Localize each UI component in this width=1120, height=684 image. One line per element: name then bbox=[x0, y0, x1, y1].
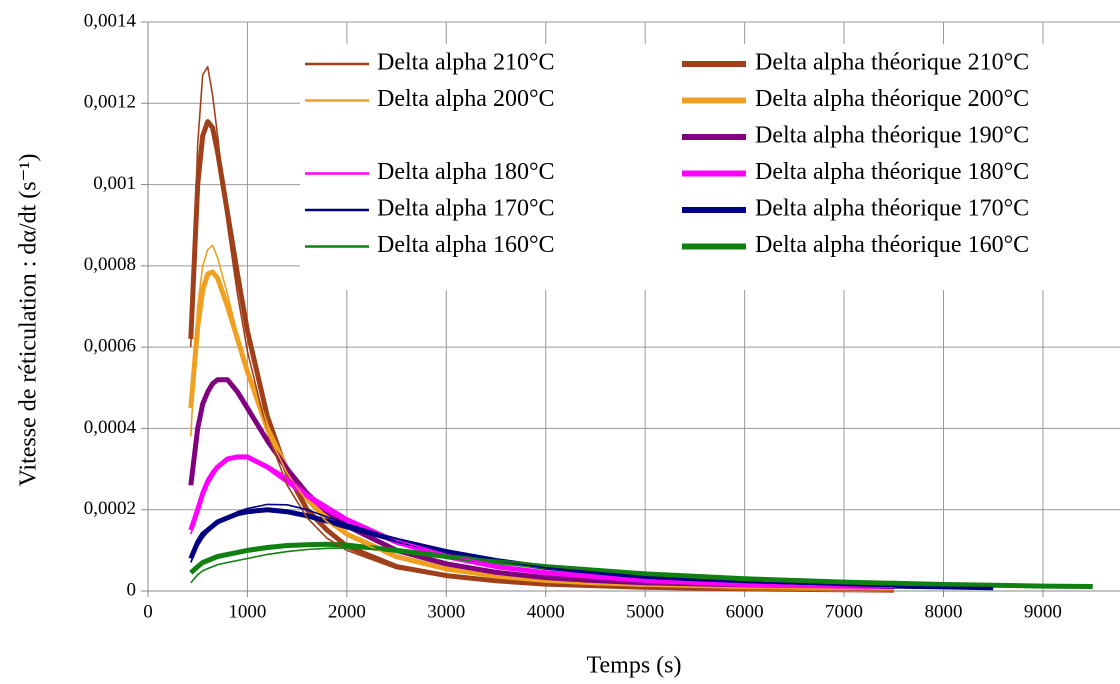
y-tick-label: 0,0014 bbox=[84, 10, 137, 31]
legend-label: Delta alpha théorique 160°C bbox=[755, 232, 1029, 258]
x-tick-label: 4000 bbox=[527, 601, 565, 622]
series-line bbox=[188, 377, 894, 592]
series-line bbox=[188, 269, 894, 592]
x-tick-label: 9000 bbox=[1024, 601, 1062, 622]
legend-label: Delta alpha 210°C bbox=[377, 50, 555, 76]
legend-label: Delta alpha 160°C bbox=[377, 232, 555, 258]
x-tick-label: 1000 bbox=[228, 601, 266, 622]
legend-label: Delta alpha théorique 200°C bbox=[755, 86, 1029, 112]
legend-label: Delta alpha 170°C bbox=[377, 196, 555, 222]
legend-label: Delta alpha théorique 180°C bbox=[755, 159, 1029, 185]
x-tick-label: 7000 bbox=[825, 601, 863, 622]
legend-label: Delta alpha théorique 170°C bbox=[755, 196, 1029, 222]
y-tick-label: 0,0008 bbox=[84, 254, 136, 275]
series-line bbox=[190, 244, 894, 591]
legend-label: Delta alpha 200°C bbox=[377, 86, 555, 112]
x-tick-label: 6000 bbox=[726, 601, 764, 622]
series-line bbox=[190, 456, 894, 589]
x-axis-label: Temps (s) bbox=[587, 653, 682, 679]
y-tick-label: 0,0002 bbox=[84, 498, 136, 519]
series-line bbox=[190, 503, 994, 589]
x-tick-label: 8000 bbox=[924, 601, 962, 622]
legend-label: Delta alpha théorique 210°C bbox=[755, 50, 1029, 76]
legend-label: Delta alpha théorique 190°C bbox=[755, 123, 1029, 149]
x-tick-label: 0 bbox=[143, 601, 153, 622]
y-tick-label: 0,0006 bbox=[84, 336, 136, 357]
series-line bbox=[190, 65, 894, 591]
y-tick-label: 0,0012 bbox=[84, 92, 136, 113]
x-tick-label: 2000 bbox=[328, 601, 366, 622]
x-tick-label: 5000 bbox=[626, 601, 664, 622]
y-tick-label: 0,0004 bbox=[84, 417, 137, 438]
legend-label: Delta alpha 180°C bbox=[377, 159, 555, 185]
y-tick-label: 0,001 bbox=[93, 173, 136, 194]
series-line bbox=[190, 547, 1093, 588]
y-tick-label: 0 bbox=[127, 579, 137, 600]
y-axis-label: Vitesse de réticulation : dα/dt (s⁻¹) bbox=[16, 154, 42, 487]
x-tick-label: 3000 bbox=[427, 601, 465, 622]
